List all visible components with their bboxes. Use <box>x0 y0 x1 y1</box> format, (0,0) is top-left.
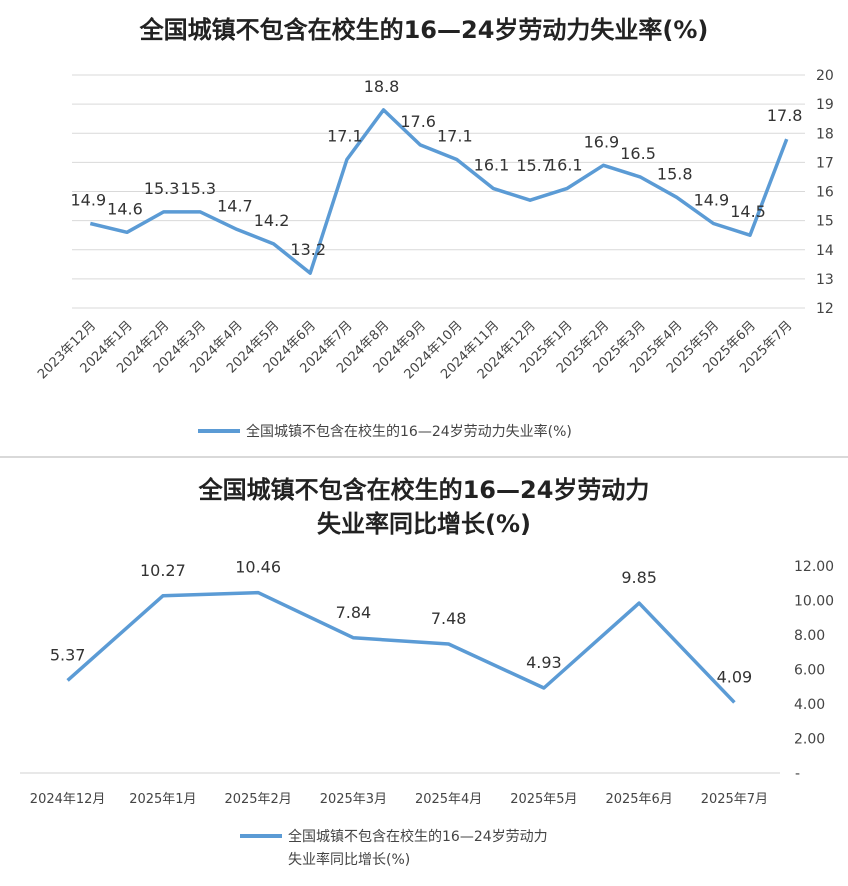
chart2-x-ticks: 2024年12月 2025年1月 2025年2月 2025年3月 2025年4月 2025… <box>30 792 768 807</box>
chart2-legend-label-line2: 失业率同比增长(%) <box>288 851 410 868</box>
chart1-data-label: 16.1 <box>547 156 583 175</box>
chart1-series <box>89 108 789 275</box>
chart1-data-label: 16.9 <box>584 132 620 151</box>
chart1-data-label: 17.1 <box>437 126 473 145</box>
chart1-data-label: 15.3 <box>180 179 216 198</box>
chart1-legend-label: 全国城镇不包含在校生的16—24岁劳动力失业率(%) <box>246 423 572 440</box>
chart2-y-tick-label: 2.00 <box>794 732 825 748</box>
chart2-y-ticks: - 2.00 4.00 6.00 8.00 10.00 12.00 <box>794 559 834 782</box>
chart2-x-tick-label: 2025年4月 <box>415 792 482 807</box>
chart1-gridlines <box>72 74 805 309</box>
chart1-y-tick-label: 12 <box>816 301 834 317</box>
chart1-series-line <box>89 108 789 275</box>
chart2-data-label: 4.93 <box>526 653 562 672</box>
chart1-data-label: 14.7 <box>217 196 253 215</box>
chart2-y-tick-label: - <box>795 766 800 782</box>
chart1-data-label: 14.6 <box>107 199 143 218</box>
chart2-data-label: 10.27 <box>140 561 186 580</box>
chart1-data-label: 18.8 <box>364 77 400 96</box>
chart2-legend-label-line1: 全国城镇不包含在校生的16—24岁劳动力 <box>288 828 548 845</box>
chart1-data-label: 14.9 <box>71 191 107 210</box>
chart2-data-label: 9.85 <box>621 568 657 587</box>
chart2-data-label: 5.37 <box>50 645 86 664</box>
chart2-data-label: 7.48 <box>431 609 467 628</box>
chart2-data-label: 4.09 <box>717 667 753 686</box>
chart2-series <box>66 590 736 704</box>
chart1-y-ticks: 12 13 14 15 16 17 18 19 20 <box>816 68 834 317</box>
chart1-y-tick-label: 17 <box>816 155 834 171</box>
chart2-x-tick-label: 2025年7月 <box>701 792 768 807</box>
chart1-data-label: 14.2 <box>254 211 290 230</box>
chart1-data-label: 17.6 <box>400 112 436 131</box>
chart2-y-tick-label: 6.00 <box>794 663 825 679</box>
chart2-y-tick-label: 8.00 <box>794 628 825 644</box>
chart1-y-tick-label: 14 <box>816 243 834 259</box>
chart-unemployment-rate: 全国城镇不包含在校生的16—24岁劳动力失业率(%) 1213141516171… <box>35 16 834 440</box>
chart2-y-tick-label: 12.00 <box>794 559 834 575</box>
chart1-y-tick-label: 15 <box>816 214 834 230</box>
chart2-data-labels: 5.37 10.27 10.46 7.84 7.48 4.93 9.85 4.09 <box>50 558 752 687</box>
chart2-x-tick-label: 2025年1月 <box>129 792 196 807</box>
chart2-x-tick-label: 2024年12月 <box>30 792 106 807</box>
chart1-data-label: 14.5 <box>730 202 766 221</box>
chart1-legend: 全国城镇不包含在校生的16—24岁劳动力失业率(%) <box>198 423 572 440</box>
chart-divider <box>0 456 848 458</box>
chart1-y-tick-label: 18 <box>816 126 834 142</box>
chart1-data-label: 17.1 <box>327 126 363 145</box>
chart1-data-label: 14.9 <box>694 191 730 210</box>
chart2-series-line <box>66 590 736 704</box>
chart1-x-ticks: 2023年12月2024年1月2024年2月2024年3月2024年4月2024… <box>35 318 795 382</box>
chart2-data-label: 7.84 <box>336 603 372 622</box>
chart2-subtitle: 失业率同比增长(%) <box>317 510 531 538</box>
chart1-y-tick-label: 20 <box>816 68 834 84</box>
chart2-x-tick-label: 2025年6月 <box>605 792 672 807</box>
chart2-legend: 全国城镇不包含在校生的16—24岁劳动力 失业率同比增长(%) <box>240 828 548 868</box>
chart1-title: 全国城镇不包含在校生的16—24岁劳动力失业率(%) <box>139 16 709 44</box>
chart2-x-tick-label: 2025年5月 <box>510 792 577 807</box>
chart1-data-label: 16.1 <box>474 156 510 175</box>
chart1-data-label: 15.3 <box>144 179 180 198</box>
chart1-data-label: 15.8 <box>657 164 693 183</box>
chart2-y-tick-label: 10.00 <box>794 594 834 610</box>
chart1-data-label: 17.8 <box>767 106 803 125</box>
chart-unemployment-yoy: 全国城镇不包含在校生的16—24岁劳动力 失业率同比增长(%) - 2.00 4.0… <box>20 476 834 868</box>
chart2-x-tick-label: 2025年3月 <box>320 792 387 807</box>
chart1-y-tick-label: 19 <box>816 97 834 113</box>
chart2-y-tick-label: 4.00 <box>794 697 825 713</box>
chart1-data-label: 16.5 <box>620 144 656 163</box>
chart2-title: 全国城镇不包含在校生的16—24岁劳动力 <box>198 476 650 504</box>
chart1-data-labels: 14.9 14.615.3 15.314.714.213.217.118.817.6… <box>71 77 803 259</box>
chart1-data-label: 13.2 <box>290 240 326 259</box>
chart1-y-tick-label: 13 <box>816 272 834 288</box>
chart1-y-tick-label: 16 <box>816 185 834 201</box>
chart2-data-label: 10.46 <box>235 558 281 577</box>
chart2-x-tick-label: 2025年2月 <box>224 792 291 807</box>
chart1-data-label: 15.7 <box>516 156 552 175</box>
